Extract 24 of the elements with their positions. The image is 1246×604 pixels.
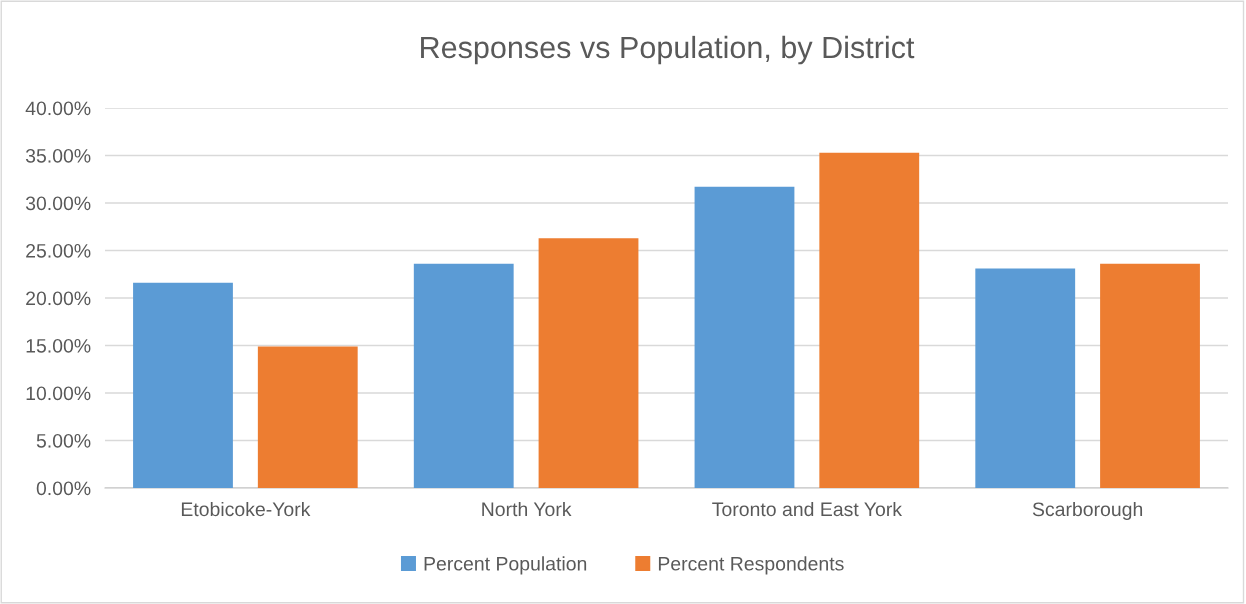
bar xyxy=(413,263,514,488)
x-tick-label: Etobicoke-York xyxy=(181,501,311,517)
bar xyxy=(133,282,233,488)
y-tick-label: 30.00% xyxy=(25,196,91,211)
y-tick-label: 35.00% xyxy=(25,148,91,163)
y-tick-label: 40.00% xyxy=(25,101,91,116)
bar xyxy=(257,346,358,488)
y-tick-label: 0.00% xyxy=(36,481,91,496)
y-tick-label: 5.00% xyxy=(36,433,91,448)
y-tick-label: 15.00% xyxy=(26,338,91,353)
legend-label: Percent Respondents xyxy=(658,556,844,575)
bar xyxy=(1100,263,1200,488)
y-tick-label: 10.00% xyxy=(26,386,91,401)
x-tick-label: Toronto and East York xyxy=(712,501,903,517)
bar xyxy=(819,152,920,488)
y-tick-label: 25.00% xyxy=(26,243,91,258)
bar xyxy=(538,238,639,488)
bar xyxy=(694,186,795,488)
bar xyxy=(975,268,1076,488)
x-tick-label: Scarborough xyxy=(1032,501,1143,521)
y-tick-label: 20.00% xyxy=(26,291,91,306)
legend-label: Percent Population xyxy=(424,556,587,575)
x-tick-label: North York xyxy=(482,501,572,517)
chart-title: Responses vs Population, by District xyxy=(421,35,915,65)
